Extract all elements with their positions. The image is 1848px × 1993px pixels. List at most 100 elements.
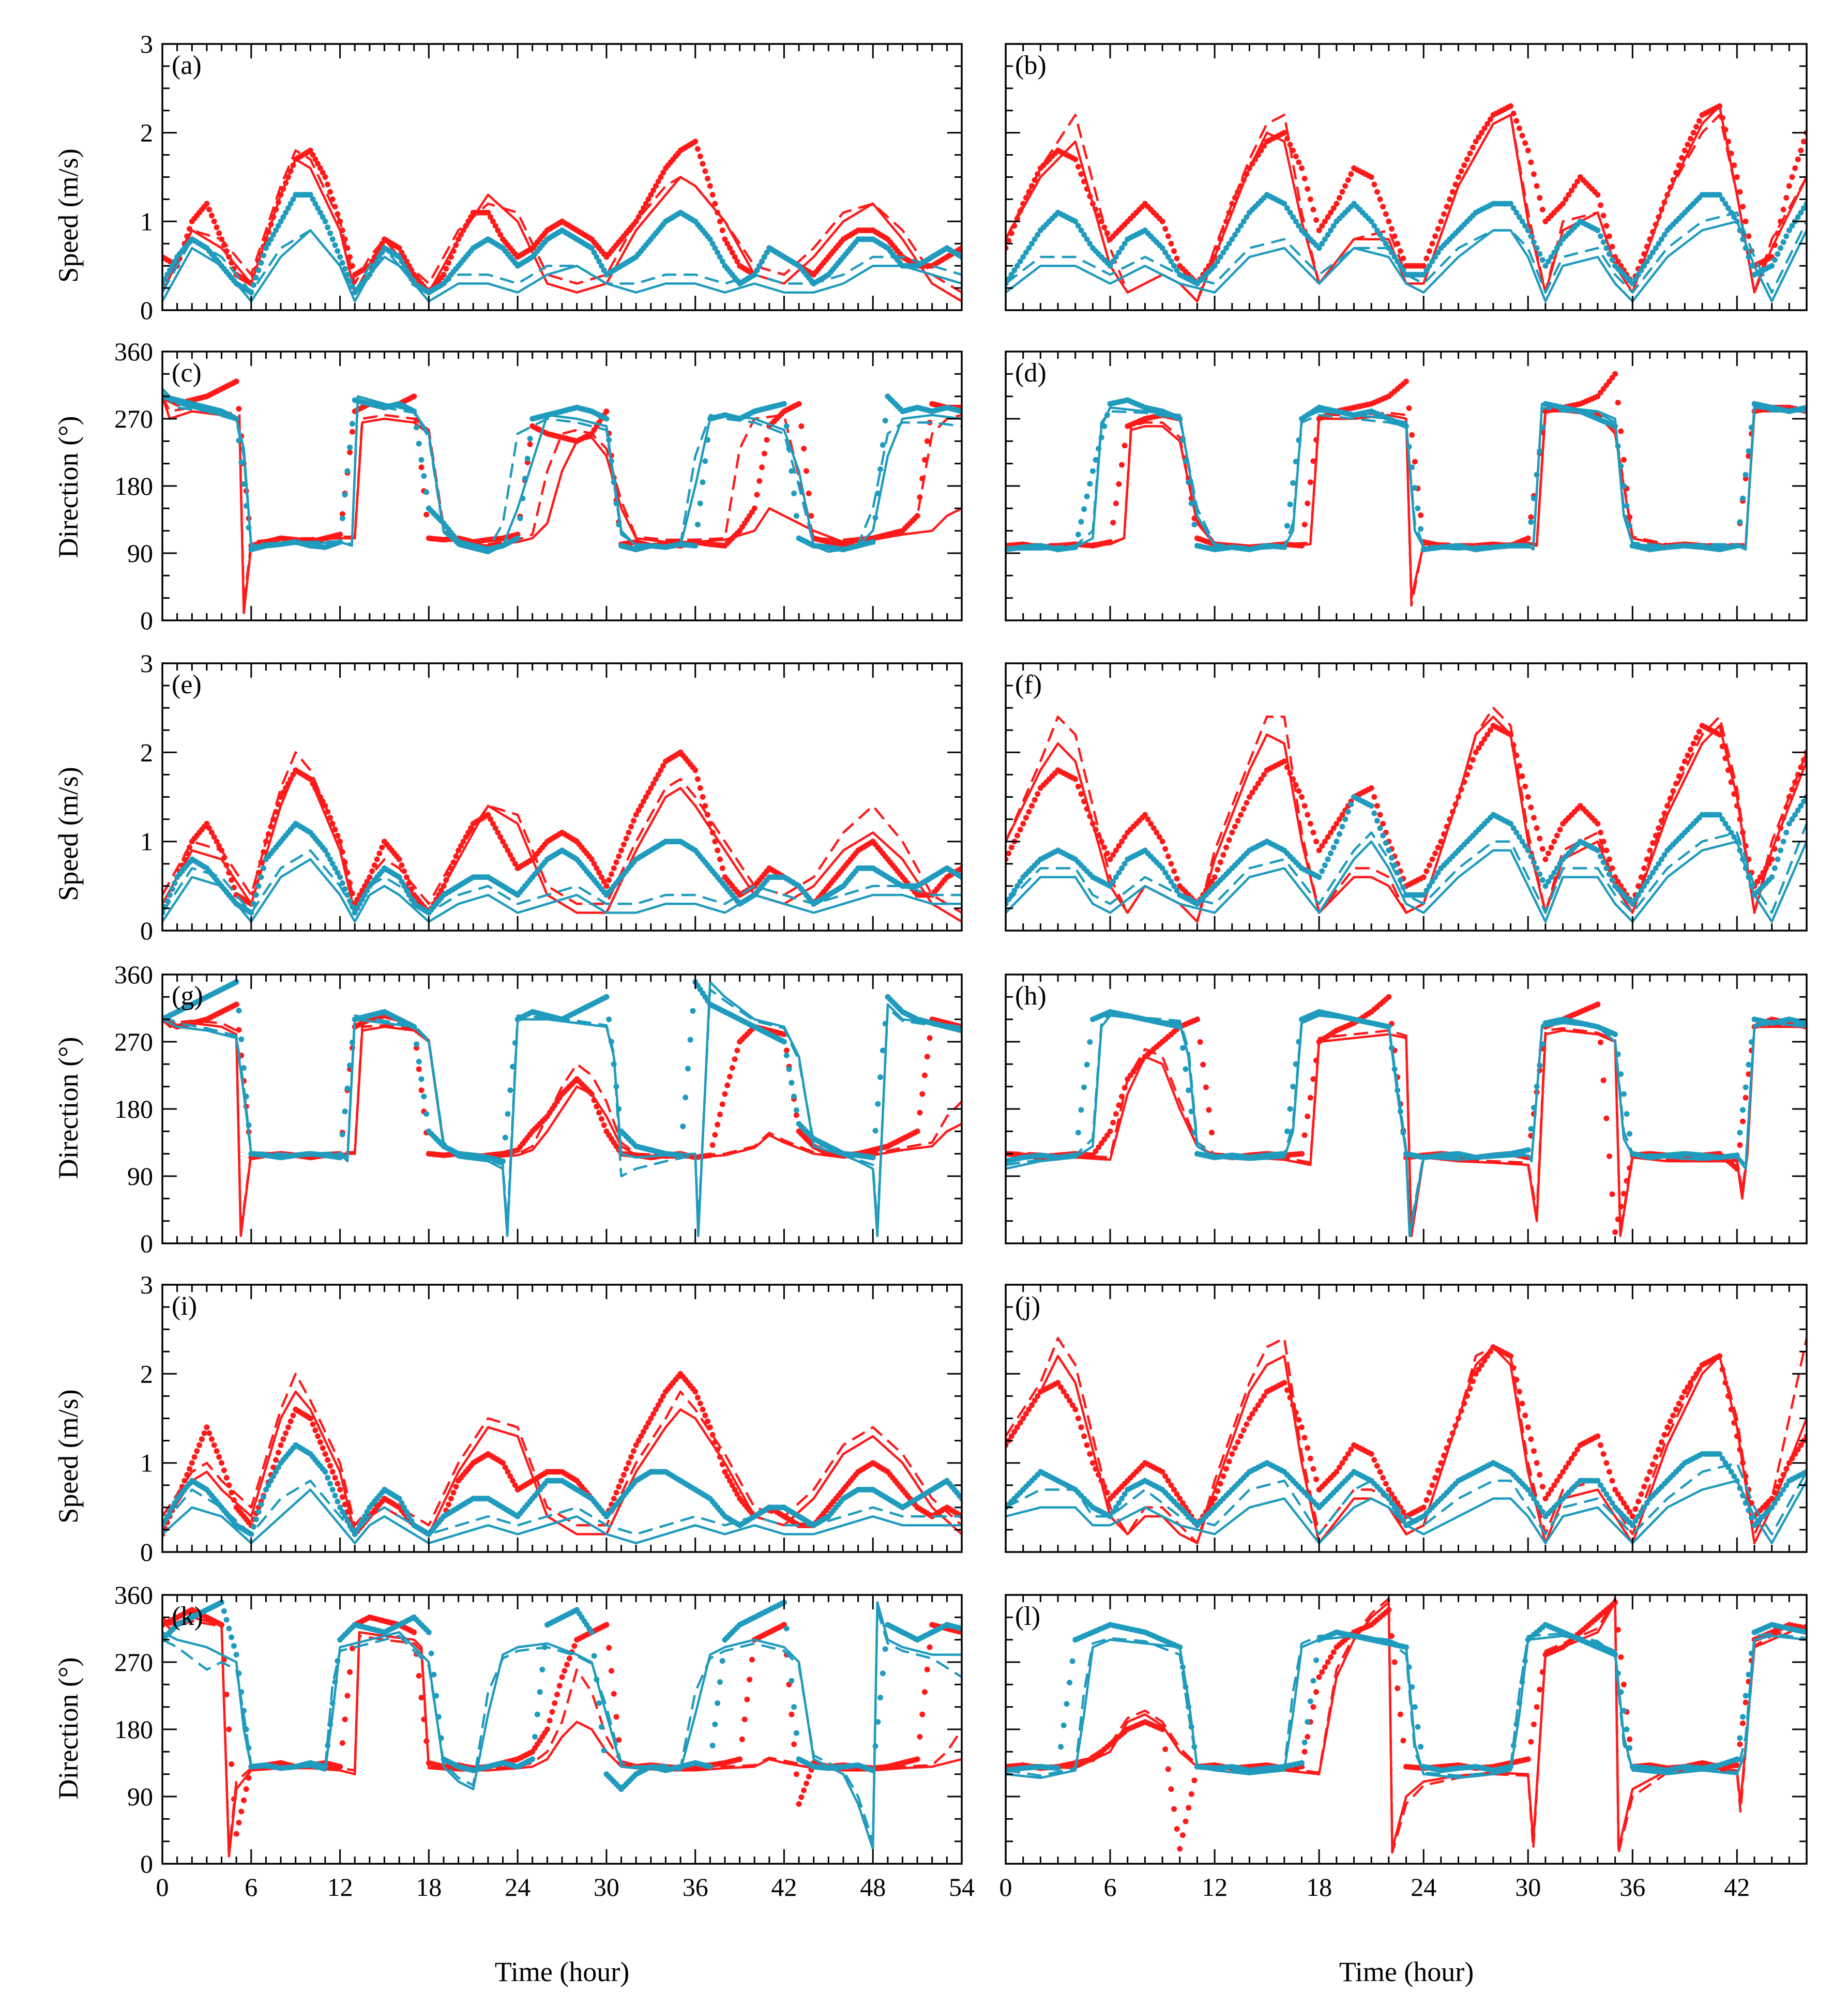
series-blue-observed <box>1006 192 1807 286</box>
data-point-red-observed-39 <box>1116 843 1122 849</box>
data-point-red-observed-64 <box>317 165 323 171</box>
data-point-blue-observed-77 <box>349 421 355 427</box>
data-point-red-observed-88 <box>1258 776 1264 782</box>
data-point-blue-observed-190 <box>1554 865 1560 871</box>
data-point-red-observed-149 <box>1435 844 1441 850</box>
data-point-red-observed-88 <box>376 850 383 857</box>
data-point-red-observed-112 <box>1328 209 1334 216</box>
data-point-blue-observed-38 <box>253 892 259 898</box>
data-point-red-observed-231 <box>729 1065 735 1071</box>
data-point-red-observed-203 <box>660 763 667 769</box>
data-point-red-observed-57 <box>1168 861 1174 867</box>
data-point-red-observed-100 <box>1293 153 1299 159</box>
y-tick-label: 90 <box>127 539 153 568</box>
data-point-red-observed-159 <box>1464 156 1470 162</box>
data-point-blue-observed-140 <box>505 1111 511 1117</box>
data-point-blue-observed-218 <box>1635 892 1641 898</box>
plot-area <box>162 139 962 303</box>
data-point-blue-observed-218 <box>697 500 703 507</box>
data-point-red-observed-233 <box>734 1047 740 1054</box>
data-point-blue-observed-112 <box>1328 227 1334 233</box>
data-point-red-observed-182 <box>1531 171 1537 177</box>
data-point-blue-observed-143 <box>1418 526 1424 532</box>
data-point-blue-observed-65 <box>1191 522 1198 528</box>
data-point-red-observed-164 <box>1478 130 1485 136</box>
data-point-blue-observed-179 <box>1522 843 1528 849</box>
data-point-red-observed-164 <box>1478 740 1485 747</box>
data-point-red-observed-70 <box>332 204 338 210</box>
data-point-blue-observed-177 <box>1516 834 1522 840</box>
data-point-red-observed-81 <box>1238 812 1244 818</box>
data-point-blue-observed-67 <box>325 224 331 231</box>
data-point-red-observed-114 <box>1334 201 1340 207</box>
data-point-blue-observed-178 <box>1519 218 1525 224</box>
series-blue-observed <box>1006 794 1807 907</box>
data-point-blue-observed-179 <box>1522 223 1528 229</box>
data-point-red-observed-55 <box>1162 846 1169 852</box>
data-point-blue-observed-176 <box>1513 829 1520 835</box>
data-point-red-observed-24 <box>1072 776 1079 782</box>
data-point-red-observed-233 <box>1679 155 1685 161</box>
panel-label: (a) <box>172 51 202 80</box>
data-point-blue-observed-104 <box>416 1059 422 1064</box>
data-point-blue-observed-104 <box>416 440 422 447</box>
data-point-red-observed-135 <box>492 223 498 229</box>
data-point-blue-observed-96 <box>396 254 402 260</box>
data-point-red-observed-151 <box>1441 211 1447 217</box>
y-tick-label: 1 <box>140 827 153 856</box>
data-point-blue-observed-113 <box>1330 223 1337 229</box>
data-point-red-observed-140 <box>1409 432 1415 438</box>
data-point-red-observed-106 <box>1310 829 1316 835</box>
data-point-blue-observed-183 <box>1534 245 1540 251</box>
data-point-blue-observed-142 <box>510 1063 516 1070</box>
data-point-blue-observed-147 <box>1429 258 1435 265</box>
data-point-red-observed-101 <box>1296 788 1302 794</box>
data-point-red-observed-104 <box>416 1066 422 1072</box>
data-point-red-observed-306 <box>914 1128 920 1134</box>
data-point-red-observed-137 <box>497 834 504 840</box>
data-point-blue-observed-180 <box>603 994 610 1000</box>
data-point-red-observed-180 <box>603 883 610 889</box>
data-point-red-observed-144 <box>1420 874 1427 880</box>
panel-label: (d) <box>1015 358 1047 388</box>
data-point-red-observed-160 <box>1467 764 1473 770</box>
data-point-red-observed-178 <box>1519 132 1525 139</box>
data-point-red-observed-204 <box>1595 820 1601 827</box>
data-point-red-observed-41 <box>1122 443 1128 449</box>
data-point-blue-observed-68 <box>327 856 333 862</box>
data-point-blue-observed-52 <box>287 201 294 207</box>
data-point-red-observed-65 <box>320 170 326 176</box>
data-point-blue-observed-46 <box>273 227 279 233</box>
panel-d: (d) <box>1005 351 1808 621</box>
data-point-red-observed-275 <box>1800 139 1807 145</box>
data-point-blue-observed-45 <box>270 232 277 238</box>
data-point-red-observed-40 <box>1119 839 1125 845</box>
data-point-blue-observed-205 <box>1598 233 1603 239</box>
data-point-red-observed-74 <box>1217 859 1223 865</box>
series-line-blue-model-solid <box>162 229 962 303</box>
data-point-red-observed-96 <box>1281 130 1287 136</box>
data-point-blue-observed-62 <box>312 201 319 207</box>
data-point-red-observed-62 <box>312 156 319 162</box>
data-point-red-observed-115 <box>1336 816 1342 823</box>
data-point-blue-observed-39 <box>255 267 262 273</box>
data-point-blue-observed-251 <box>1731 214 1737 220</box>
series-red-observed <box>162 378 962 549</box>
series-line-blue-model-dashed <box>162 229 962 294</box>
data-point-red-observed-112 <box>1328 829 1334 835</box>
data-point-red-observed-141 <box>507 852 513 858</box>
data-point-blue-observed-40 <box>1119 245 1125 251</box>
data-point-red-observed-26 <box>1078 791 1084 797</box>
data-point-blue-observed-27 <box>1081 506 1087 512</box>
data-point-red-observed-105 <box>1307 196 1313 202</box>
data-point-blue-observed-128 <box>1374 818 1380 824</box>
data-point-blue-observed-186 <box>1542 263 1549 269</box>
data-point-blue-observed-29 <box>1087 481 1093 487</box>
data-point-red-observed-202 <box>658 174 664 180</box>
data-point-blue-observed-174 <box>1508 820 1513 827</box>
panel-label: (c) <box>172 358 202 388</box>
data-point-blue-observed-54 <box>1159 245 1165 251</box>
data-point-blue-observed-72 <box>337 874 343 880</box>
data-point-blue-observed-226 <box>1658 236 1664 242</box>
y-tick-label: 180 <box>114 471 153 500</box>
